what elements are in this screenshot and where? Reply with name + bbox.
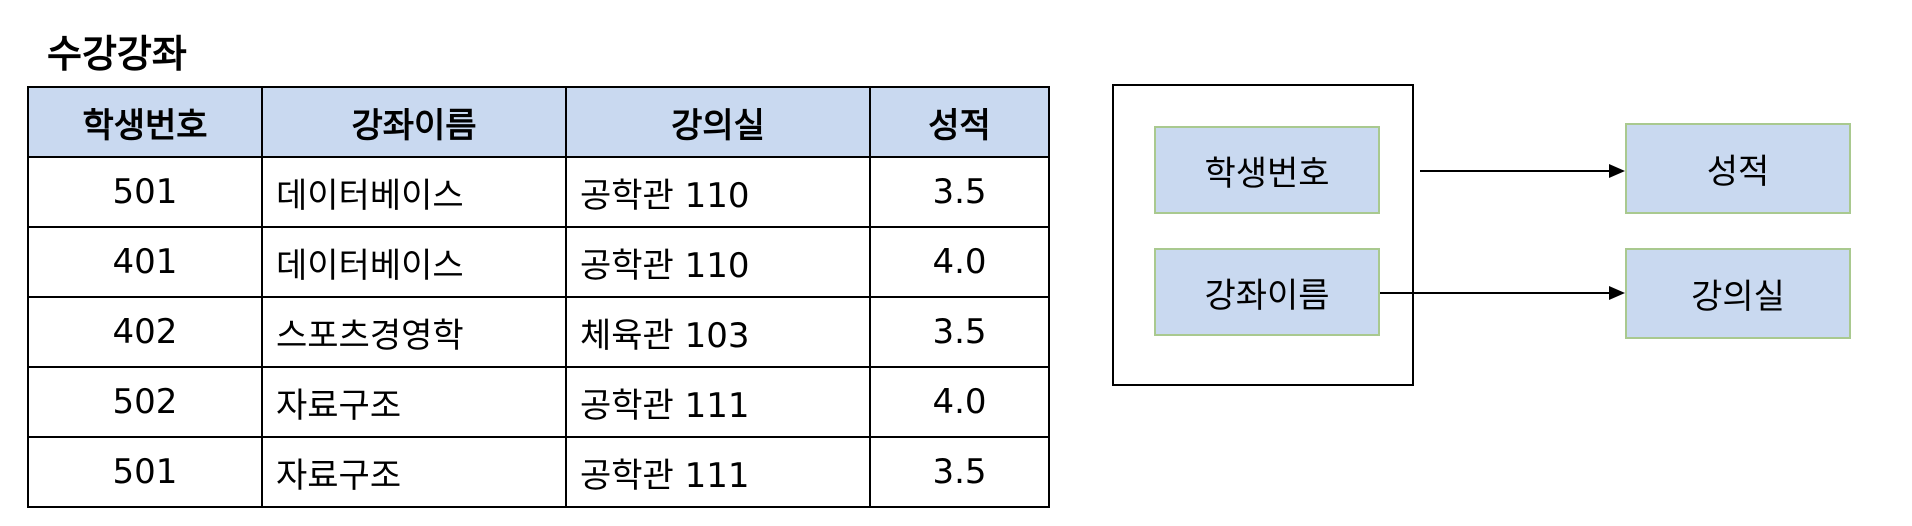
dependency-arrows <box>1380 164 1625 300</box>
arrowhead-icon <box>1609 286 1625 300</box>
cell-grade: 4.0 <box>869 366 1050 438</box>
dependency-diagram: 학생번호 강좌이름 성적 강의실 <box>1112 84 1912 424</box>
cell-course-name: 스포츠경영학 <box>261 296 567 368</box>
cell-student-id: 501 <box>27 436 263 508</box>
composite-key-frame <box>1112 84 1414 386</box>
determinant-box-student-id: 학생번호 <box>1154 126 1380 214</box>
header-grade: 성적 <box>869 86 1050 158</box>
table-row: 501 데이터베이스 공학관 110 3.5 <box>27 156 1050 228</box>
header-course-name: 강좌이름 <box>261 86 567 158</box>
cell-student-id: 401 <box>27 226 263 298</box>
cell-course-name: 자료구조 <box>261 436 567 508</box>
cell-classroom: 공학관 111 <box>565 436 871 508</box>
cell-student-id: 502 <box>27 366 263 438</box>
cell-student-id: 501 <box>27 156 263 228</box>
cell-grade: 3.5 <box>869 436 1050 508</box>
cell-classroom: 공학관 111 <box>565 366 871 438</box>
dependent-label: 성적 <box>1706 152 1770 192</box>
dependent-box-grade: 성적 <box>1625 123 1851 214</box>
table-row: 502 자료구조 공학관 111 4.0 <box>27 366 1050 438</box>
cell-grade: 4.0 <box>869 226 1050 298</box>
table-row: 402 스포츠경영학 체육관 103 3.5 <box>27 296 1050 368</box>
determinant-box-course-name: 강좌이름 <box>1154 248 1380 336</box>
dependent-box-classroom: 강의실 <box>1625 248 1851 339</box>
table-title: 수강강좌 <box>47 32 187 76</box>
cell-course-name: 자료구조 <box>261 366 567 438</box>
cell-classroom: 체육관 103 <box>565 296 871 368</box>
header-classroom: 강의실 <box>565 86 871 158</box>
table-row: 401 데이터베이스 공학관 110 4.0 <box>27 226 1050 298</box>
determinant-label: 강좌이름 <box>1204 275 1330 316</box>
header-student-id: 학생번호 <box>27 86 263 158</box>
enrollment-table: 학생번호 강좌이름 강의실 성적 501 데이터베이스 공학관 110 3.5 … <box>27 86 1050 508</box>
cell-classroom: 공학관 110 <box>565 226 871 298</box>
dependent-label: 강의실 <box>1691 277 1785 317</box>
cell-student-id: 402 <box>27 296 263 368</box>
cell-classroom: 공학관 110 <box>565 156 871 228</box>
cell-grade: 3.5 <box>869 296 1050 368</box>
determinant-label: 학생번호 <box>1204 153 1330 194</box>
cell-course-name: 데이터베이스 <box>261 156 567 228</box>
cell-course-name: 데이터베이스 <box>261 226 567 298</box>
table-row: 501 자료구조 공학관 111 3.5 <box>27 436 1050 508</box>
arrowhead-icon <box>1609 164 1625 178</box>
table-header-row: 학생번호 강좌이름 강의실 성적 <box>27 86 1050 158</box>
cell-grade: 3.5 <box>869 156 1050 228</box>
